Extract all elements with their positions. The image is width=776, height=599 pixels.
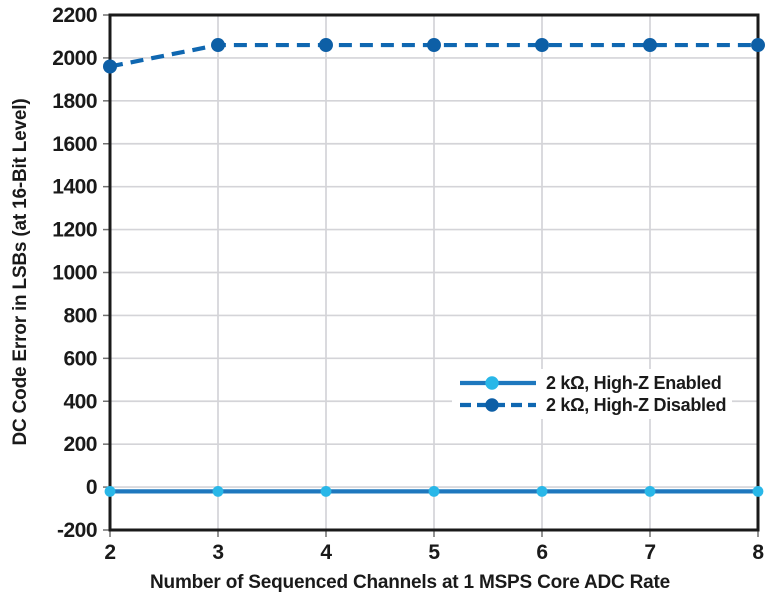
y-tick-label: 1400 <box>52 176 97 199</box>
series-marker-1 <box>211 38 225 53</box>
series-marker-0 <box>104 485 116 497</box>
legend-label: 2 kΩ, High-Z Enabled <box>546 372 722 393</box>
y-tick-label: 600 <box>63 347 97 370</box>
y-tick-label: 200 <box>63 433 97 456</box>
y-tick-label: 1000 <box>52 262 97 285</box>
x-tick-label: 8 <box>752 541 764 564</box>
x-tick-label: 4 <box>320 541 332 564</box>
legend-label: 2 kΩ, High-Z Disabled <box>546 394 727 415</box>
x-tick-label: 5 <box>428 541 440 564</box>
series-marker-1 <box>643 38 657 53</box>
x-tick-label: 6 <box>536 541 547 564</box>
plot-frame <box>108 13 760 532</box>
series-marker-0 <box>212 485 224 497</box>
y-tick-label: 800 <box>63 304 97 327</box>
x-tick-label: 2 <box>104 541 115 564</box>
y-tick-label: 2000 <box>52 47 97 70</box>
y-tick-label: 400 <box>63 390 97 413</box>
y-tick-label: 1600 <box>52 133 97 156</box>
series-marker-1 <box>427 38 441 53</box>
series-marker-0 <box>428 485 440 497</box>
y-tick-label: 1800 <box>52 90 97 113</box>
y-tick-label: -200 <box>57 519 97 542</box>
y-tick-label: 1200 <box>52 219 97 242</box>
x-axis-title: Number of Sequenced Channels at 1 MSPS C… <box>150 572 670 593</box>
y-tick-label: 2200 <box>52 4 97 27</box>
x-tick-label: 7 <box>644 541 655 564</box>
series-marker-0 <box>536 485 548 497</box>
y-axis-title: DC Code Error in LSBs (at 16-Bit Level) <box>10 98 31 446</box>
x-tick-label: 3 <box>212 541 223 564</box>
series-marker-0 <box>752 485 764 497</box>
series-marker-1 <box>103 59 117 74</box>
legend-sample-marker <box>485 376 499 390</box>
series-marker-1 <box>319 38 333 53</box>
series-marker-1 <box>535 38 549 53</box>
series-marker-0 <box>320 485 332 497</box>
series-marker-0 <box>644 485 656 497</box>
legend-sample-line-icon <box>460 398 536 412</box>
legend-sample-marker <box>485 398 499 412</box>
legend-item-highz-enabled: 2 kΩ, High-Z Enabled <box>458 372 726 394</box>
legend: 2 kΩ, High-Z Enabled 2 kΩ, High-Z Disabl… <box>452 369 733 419</box>
series-marker-1 <box>751 38 765 53</box>
legend-item-highz-disabled: 2 kΩ, High-Z Disabled <box>458 394 726 416</box>
legend-sample-line-icon <box>460 376 536 390</box>
y-tick-label: 0 <box>86 476 97 499</box>
